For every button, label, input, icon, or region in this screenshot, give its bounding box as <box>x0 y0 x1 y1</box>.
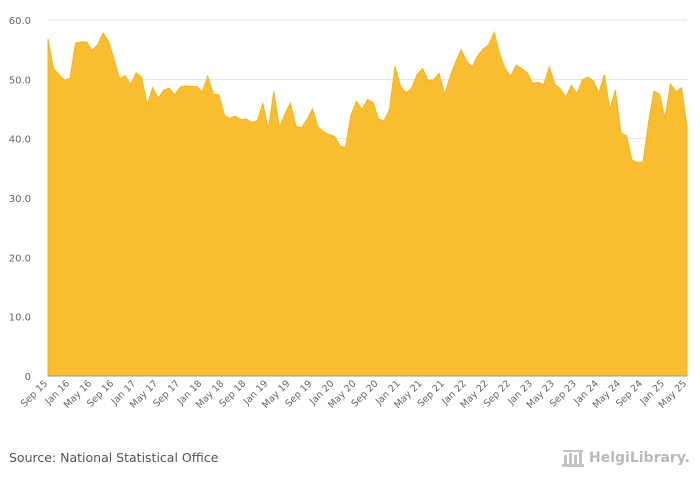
source-note: Source: National Statistical Office <box>9 450 219 465</box>
y-tick-label: 60.0 <box>9 16 31 27</box>
brand-name: HelgiLibrary. <box>589 450 690 466</box>
y-tick-label: 0 <box>25 372 31 383</box>
x-tick-label: Sep 15 <box>19 378 50 409</box>
library-columns-icon <box>562 450 584 467</box>
y-tick-label: 10.0 <box>9 313 31 324</box>
brand-logo: HelgiLibrary. <box>561 448 690 468</box>
y-tick-label: 20.0 <box>9 253 31 264</box>
y-tick-label: 30.0 <box>9 194 31 205</box>
y-tick-label: 50.0 <box>9 75 31 86</box>
area-series-value <box>47 30 688 377</box>
y-tick-label: 40.0 <box>9 135 31 146</box>
chart-footer: Source: National Statistical Office Helg… <box>0 440 700 483</box>
area-chart: 0 10.0 20.0 30.0 40.0 50.0 60.0 Sep 15 Jan 16 May… <box>9 16 689 411</box>
